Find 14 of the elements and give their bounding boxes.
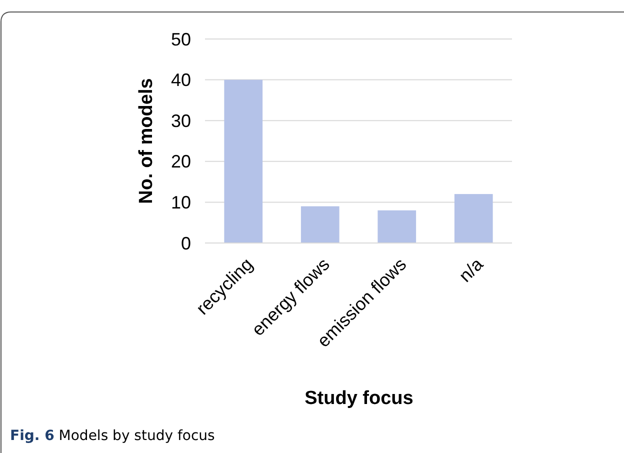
bar: [378, 210, 416, 243]
bar: [454, 194, 493, 243]
y-tick-label: 50: [170, 29, 191, 50]
y-tick-label: 10: [170, 192, 191, 212]
y-tick-label: 0: [180, 233, 191, 254]
bar: [300, 206, 340, 243]
x-axis-title: Study focus: [304, 388, 414, 409]
x-tick-label: n/a: [455, 253, 488, 286]
y-tick-label: 30: [170, 110, 191, 131]
bar: [224, 80, 263, 243]
y-tick-label: 40: [170, 70, 191, 90]
caption: Fig. 6 Models by study focus: [10, 428, 215, 444]
y-tick-label: 20: [170, 152, 191, 172]
y-axis-title: No. of models: [136, 78, 157, 204]
